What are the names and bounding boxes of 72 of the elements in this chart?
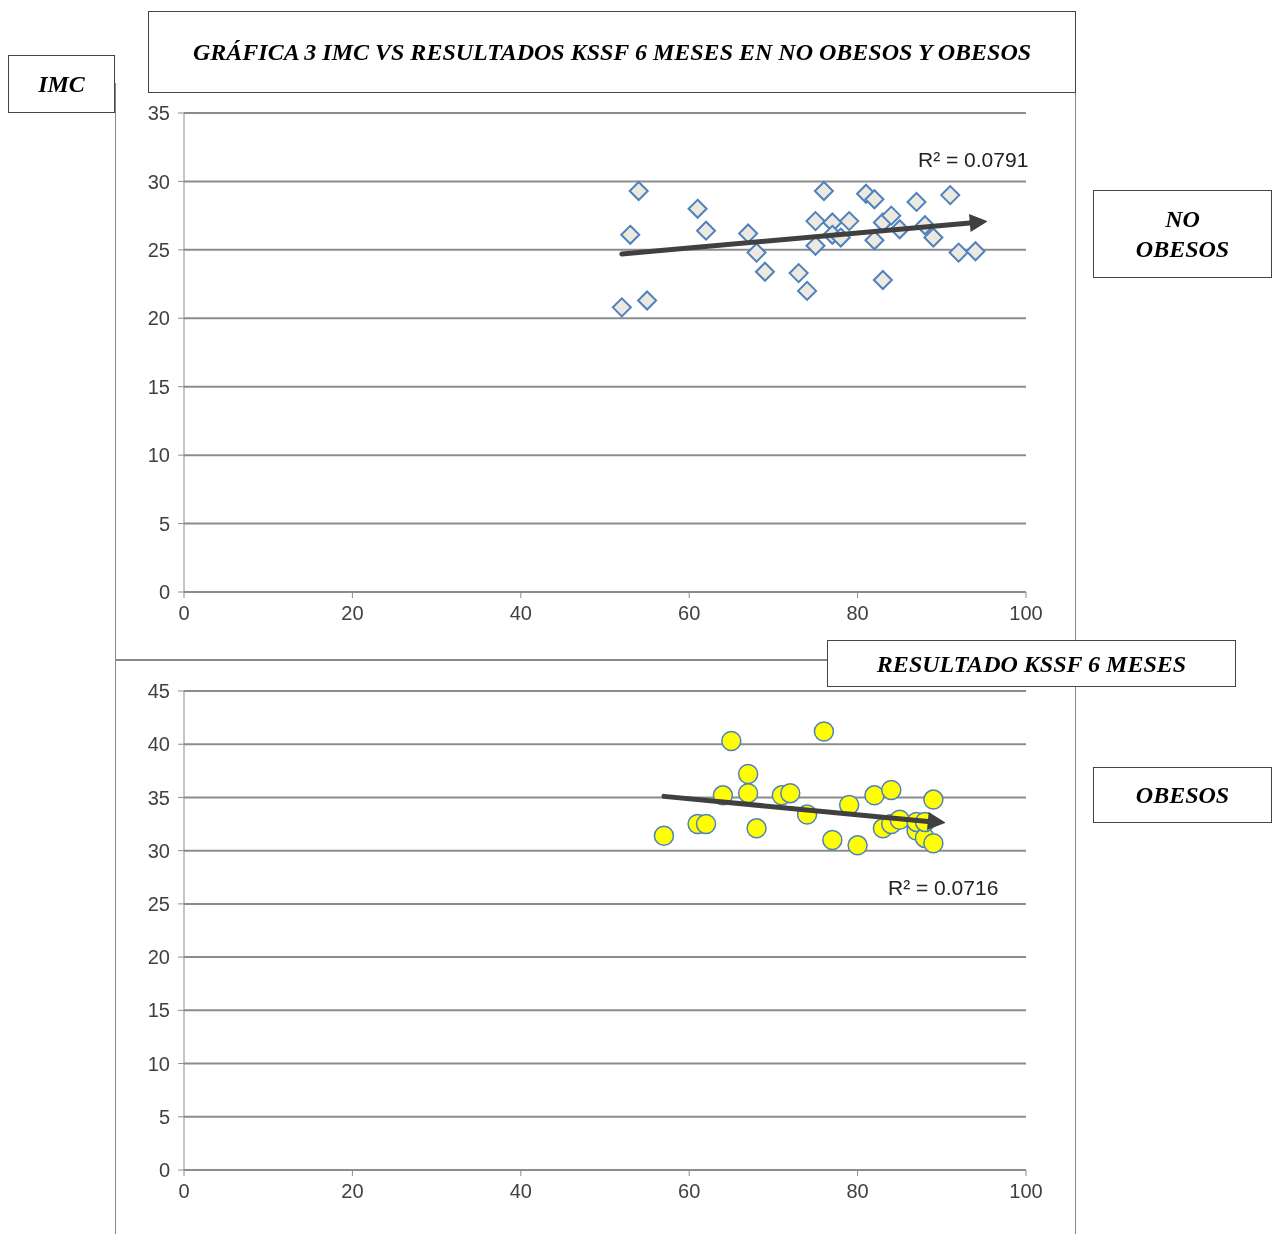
annotation: R² = 0.0791: [918, 148, 1029, 172]
y-tick-label: 0: [158, 581, 170, 604]
x-tick-label: 20: [341, 602, 364, 625]
point: [797, 280, 818, 301]
point: [872, 269, 893, 290]
annotation: R² = 0.0716: [888, 876, 999, 900]
x-tick-label: 0: [178, 602, 190, 625]
chart-title: GRÁFICA 3 IMC VS RESULTADOS KSSF 6 MESES EN NO OBESOS Y OBESOS: [148, 11, 1076, 93]
text: OBESOS: [1135, 781, 1230, 810]
point: [737, 763, 759, 785]
y-tick-label: 45: [147, 680, 170, 703]
point: [721, 730, 742, 752]
point: [637, 290, 658, 311]
x-tick-label: 20: [341, 1180, 364, 1203]
y-axis-title: IMC: [8, 55, 115, 113]
y-tick-label: 20: [147, 307, 170, 330]
y-tick-label: 30: [147, 839, 170, 862]
point: [923, 832, 944, 854]
y-tick-label: 10: [147, 444, 170, 467]
point: [805, 211, 826, 232]
x-tick-label: 0: [178, 1180, 190, 1203]
x-tick-label: 40: [509, 1180, 532, 1203]
x-tick-label: 60: [678, 602, 701, 625]
point: [813, 181, 834, 202]
y-tick-label: 5: [158, 512, 170, 535]
point: [779, 782, 801, 804]
x-tick-label: 80: [846, 602, 869, 625]
point: [611, 297, 632, 318]
text: NO OBESOS: [1134, 205, 1231, 264]
y-tick-label: 35: [147, 102, 170, 125]
point: [813, 721, 835, 742]
point: [923, 789, 944, 810]
point: [620, 224, 641, 245]
point: [948, 242, 969, 263]
y-tick-label: 20: [147, 946, 170, 969]
y-tick-label: 40: [147, 733, 170, 756]
point: [653, 825, 675, 847]
point: [687, 198, 708, 219]
x-tick-label: 40: [509, 602, 532, 625]
point: [965, 241, 986, 262]
point: [940, 185, 961, 206]
point: [847, 835, 868, 856]
y-tick-label: 0: [158, 1159, 170, 1182]
y-tick-label: 25: [147, 892, 170, 915]
x-tick-label: 100: [1009, 1180, 1043, 1203]
y-tick-label: 25: [147, 238, 170, 261]
point: [754, 261, 775, 282]
y-tick-label: 5: [158, 1105, 170, 1128]
x-tick-label: 80: [846, 1180, 869, 1203]
x-axis-title: RESULTADO KSSF 6 MESES: [827, 640, 1236, 687]
point: [864, 785, 885, 806]
point: [923, 227, 944, 248]
y-tick-label: 15: [147, 999, 170, 1022]
y-tick-label: 35: [147, 786, 170, 809]
point: [881, 205, 902, 226]
point: [696, 220, 717, 241]
y-tick-label: 10: [147, 1052, 170, 1075]
point: [881, 779, 902, 801]
point: [839, 211, 860, 232]
point: [695, 813, 717, 835]
point: [737, 782, 759, 804]
x-tick-label: 60: [678, 1180, 701, 1203]
point: [628, 181, 649, 202]
point: [788, 263, 809, 284]
y-tick-label: 30: [147, 170, 170, 193]
point: [864, 189, 885, 210]
point: [746, 818, 767, 839]
y-tick-label: 15: [147, 375, 170, 398]
point: [822, 829, 843, 851]
point: [746, 242, 767, 263]
x-tick-label: 100: [1009, 602, 1043, 625]
point: [906, 191, 927, 212]
